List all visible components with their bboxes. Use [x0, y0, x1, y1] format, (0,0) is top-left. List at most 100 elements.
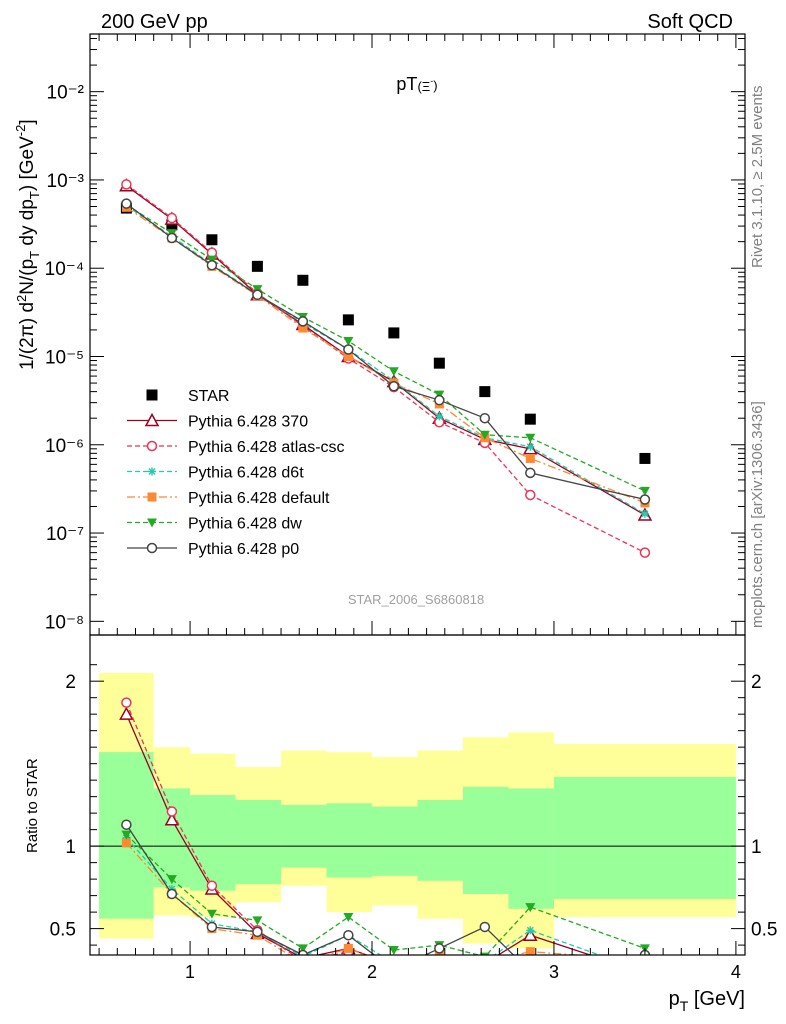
ratio-point	[523, 927, 538, 941]
legend-entry: Pythia 6.428 370	[127, 412, 308, 431]
ratio-point	[526, 983, 535, 992]
legend-entry: Pythia 6.428 dw	[127, 516, 302, 533]
ratio-y-tick-label-right: 0.5	[751, 920, 777, 941]
x-tick-label: 2	[367, 962, 377, 982]
rivet-label: Rivet 3.1.10, ≥ 2.5M events	[749, 86, 766, 269]
legend-label: STAR	[188, 388, 229, 405]
data-point	[298, 323, 308, 333]
x-axis-label: pT [GeV]	[669, 988, 745, 1014]
green-band-bin	[326, 803, 373, 878]
data-point	[166, 212, 178, 224]
data-point	[525, 467, 536, 479]
ratio-point	[206, 909, 217, 919]
y-tick-label: 10⁻⁴	[45, 259, 84, 280]
data-point	[525, 453, 535, 463]
legend: STAR Pythia 6.428 370 Pythia 6.428 atlas-c…	[127, 388, 345, 558]
x-tick-label: 3	[549, 962, 559, 982]
data-point	[526, 442, 535, 451]
plot-title: pT(Ξ-)	[396, 74, 437, 94]
ratio-point	[121, 697, 132, 708]
data-point	[640, 509, 649, 518]
ratio-point	[526, 926, 535, 935]
series-pythia-6-428-default	[121, 202, 650, 508]
ratio-point	[166, 888, 178, 900]
ratio-point	[480, 957, 489, 966]
ratio-point	[479, 921, 491, 933]
legend-entry: Pythia 6.428 atlas-csc	[127, 439, 345, 456]
ratio-point	[119, 706, 134, 720]
ratio-point	[390, 959, 398, 967]
ratio-point	[641, 967, 649, 975]
data-point	[524, 413, 536, 425]
data-point	[121, 179, 132, 190]
ratio-line	[125, 834, 646, 955]
ratio-point	[525, 947, 535, 955]
ratio-point	[121, 819, 132, 830]
ratio-point	[206, 880, 218, 891]
ratio-point	[297, 944, 308, 954]
data-point	[388, 381, 400, 392]
main-series-group	[119, 178, 653, 558]
ratio-point	[640, 955, 649, 964]
watermark: STAR_2006_S6860818	[348, 592, 484, 607]
legend-marker	[144, 412, 160, 427]
data-point	[343, 344, 354, 355]
ratio-point	[298, 959, 307, 968]
data-point	[297, 274, 309, 286]
legend-marker	[147, 518, 157, 528]
ratio-point	[252, 916, 263, 926]
data-point	[525, 433, 536, 443]
ratio-point	[388, 959, 400, 970]
ratio-point	[166, 875, 177, 885]
legend-marker	[148, 467, 156, 476]
data-point	[479, 430, 490, 440]
green-band-bin	[417, 799, 463, 881]
y-tick-label: 10⁻²	[47, 83, 85, 104]
ratio-point	[480, 964, 489, 973]
legend-label: Pythia 6.428 default	[188, 490, 330, 507]
ratio-point	[343, 943, 353, 953]
data-point	[639, 547, 651, 558]
ratio-point	[121, 838, 131, 848]
legend-entry: Pythia 6.428 p0	[127, 541, 299, 558]
ratio-point	[388, 946, 399, 955]
green-band-bin	[553, 776, 736, 899]
data-point	[121, 198, 132, 209]
ratio-point	[525, 903, 536, 913]
energy-label: 200 GeV pp	[101, 11, 208, 33]
legend-label: Pythia 6.428 p0	[188, 541, 299, 558]
y-axis-label: 1/(2π) d2N/(pT dy dpT) [GeV-2]	[13, 119, 42, 370]
data-point	[343, 351, 353, 361]
ratio-point	[389, 965, 398, 974]
data-point	[206, 260, 218, 271]
ratio-point	[252, 926, 263, 938]
legend-label: Pythia 6.428 d6t	[188, 465, 304, 482]
ratio-plot-frame	[89, 634, 746, 956]
data-point	[252, 289, 263, 301]
ratio-y-tick-label: 2	[65, 672, 76, 693]
green-band-bin	[235, 799, 282, 885]
legend-label: Pythia 6.428 dw	[188, 516, 302, 533]
ratio-point	[481, 958, 489, 966]
series-pythia-6-428-p0	[121, 198, 651, 505]
legend-label: Pythia 6.428 370	[188, 414, 308, 431]
ratio-y-tick-label-right: 2	[751, 672, 762, 693]
x-tick-label: 4	[731, 962, 741, 982]
y-tick-label: 10⁻³	[47, 171, 85, 192]
ratio-series-group	[119, 697, 651, 1001]
data-point	[388, 367, 399, 377]
data-point	[433, 357, 445, 369]
y-tick-label: 10⁻⁵	[45, 347, 84, 368]
data-point	[525, 489, 536, 501]
green-band-bin	[281, 804, 327, 868]
data-point	[251, 260, 263, 272]
data-point	[435, 412, 444, 421]
legend-entry: Pythia 6.428 d6t	[127, 465, 304, 482]
ratio-y-tick-label: 0.5	[50, 920, 76, 941]
legend-entry: STAR	[146, 388, 229, 405]
ratio-point	[526, 967, 535, 976]
ratio-point	[640, 992, 649, 1001]
data-point	[639, 486, 650, 496]
legend-label: Pythia 6.428 atlas-csc	[188, 439, 345, 456]
